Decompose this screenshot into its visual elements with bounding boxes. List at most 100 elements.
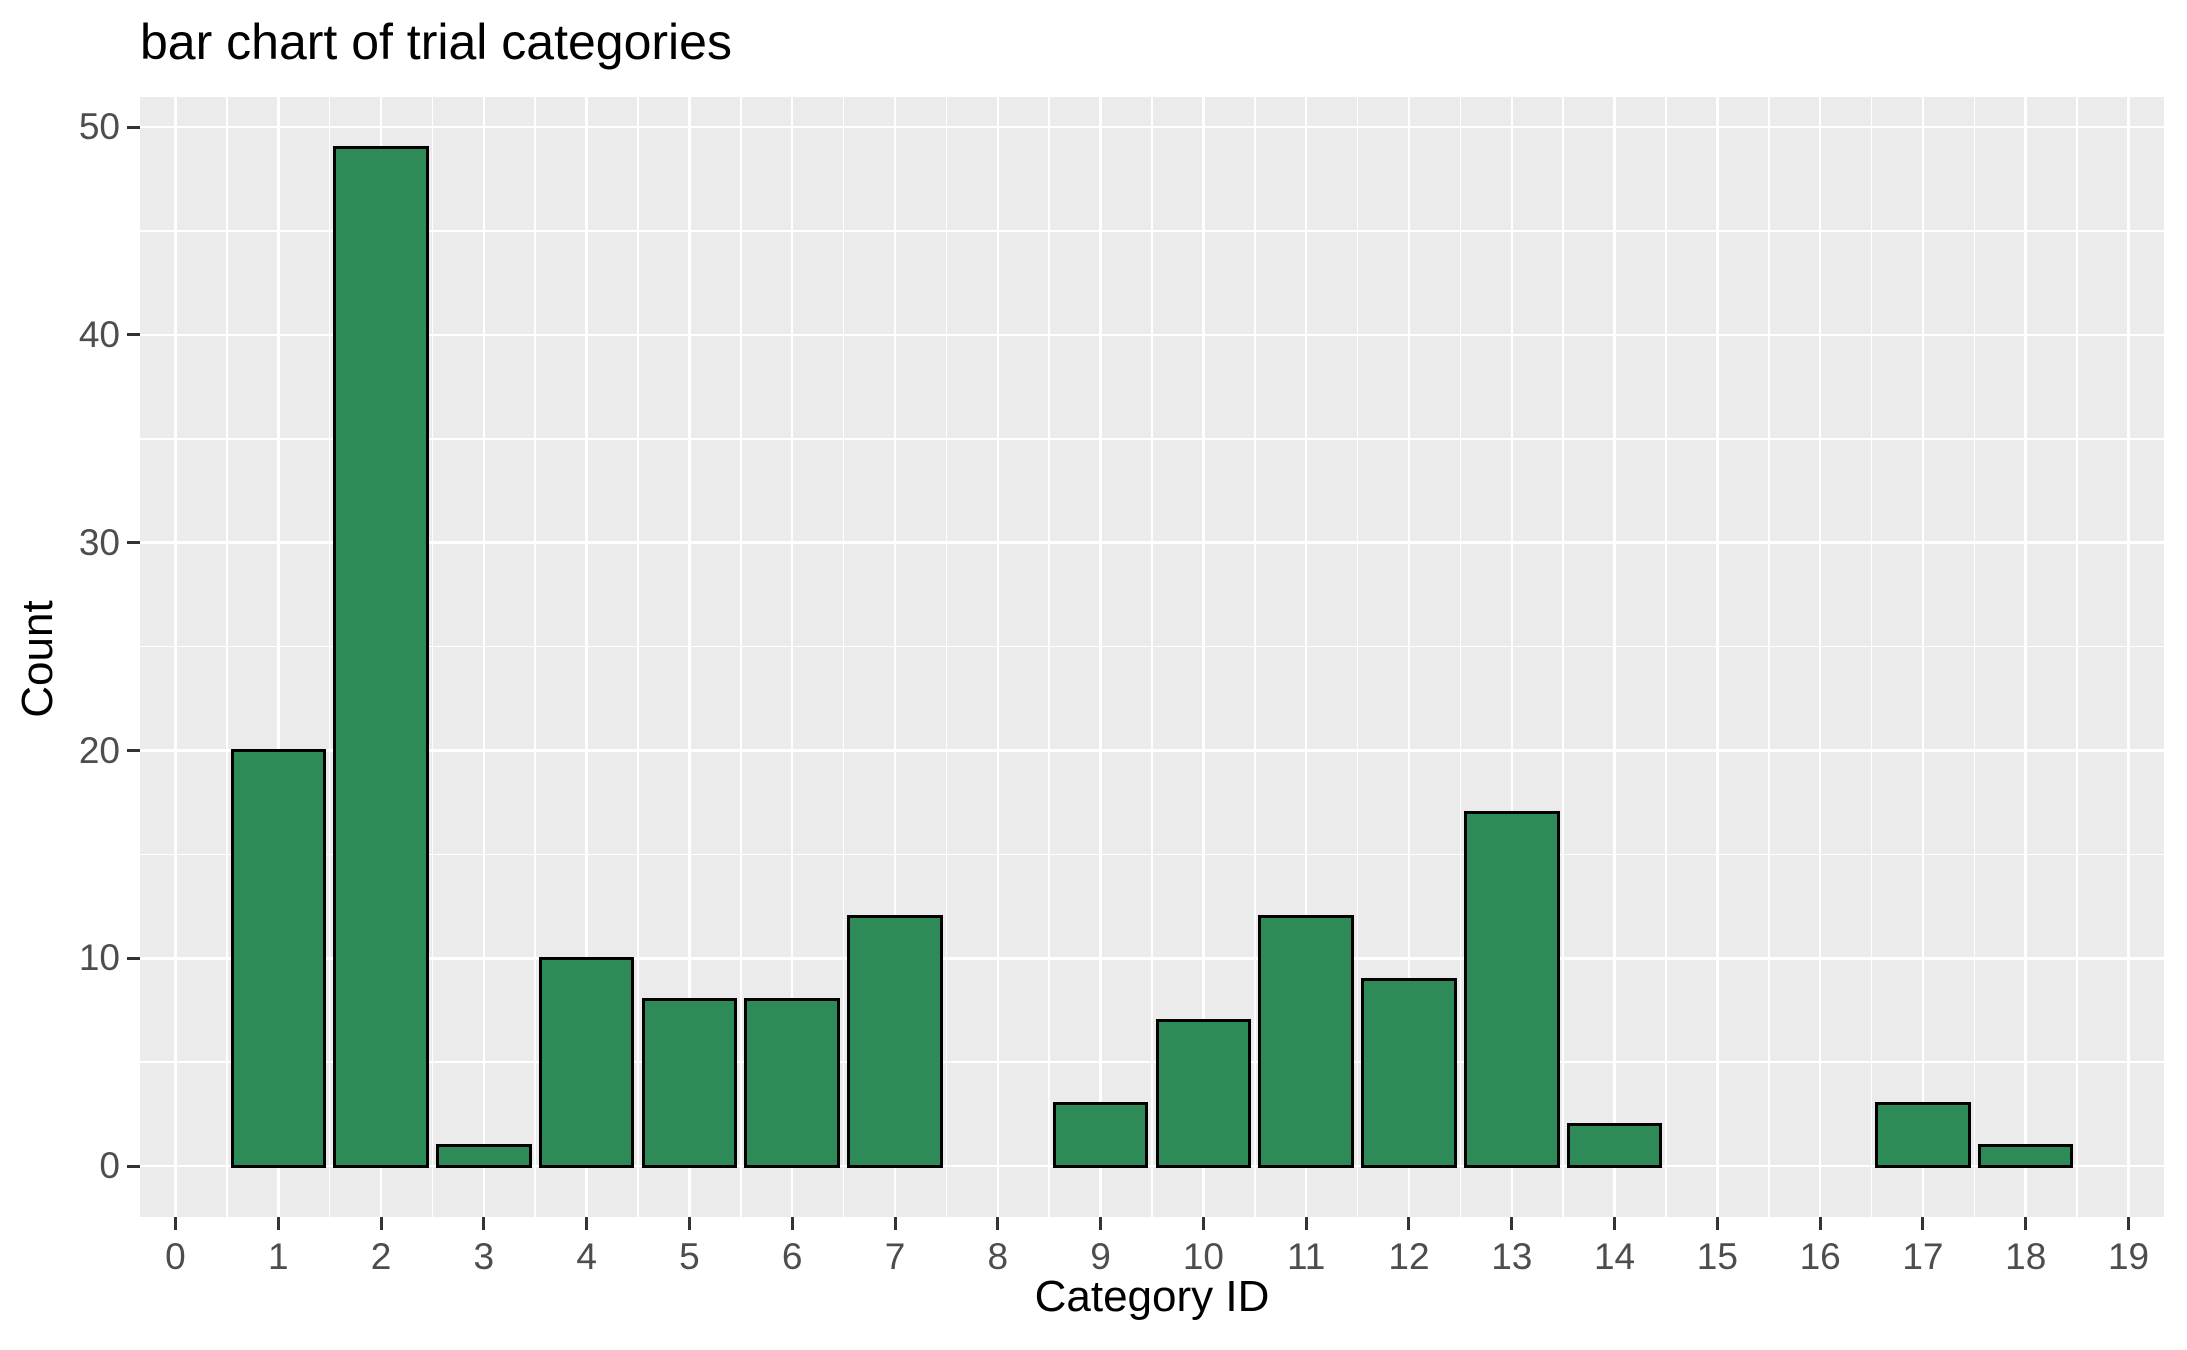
major-gridline-x-12 [1407,97,1411,1217]
y-tick-mark-40 [127,333,140,337]
minor-gridline-x-11.5 [1356,97,1359,1217]
bar-category-17 [1875,1102,1971,1168]
major-gridline-x-13 [1510,97,1514,1217]
x-tick-label-1: 1 [267,1236,289,1277]
major-gridline-x-14 [1613,97,1616,1217]
x-tick-mark-14 [1613,1217,1617,1230]
major-gridline-y-10 [140,957,2164,960]
x-tick-label-14: 14 [1593,1236,1636,1277]
y-tick-label-30: 30 [78,521,120,563]
major-gridline-x-3 [482,97,486,1217]
minor-gridline-x-18.5 [2076,97,2078,1217]
major-gridline-y-50 [140,125,2164,129]
major-gridline-x-9 [1099,97,1102,1217]
x-tick-mark-0 [173,1217,177,1230]
minor-gridline-x-15.5 [1768,97,1770,1217]
bar-category-12 [1361,977,1457,1168]
x-tick-mark-7 [893,1217,897,1230]
x-tick-mark-8 [996,1217,1000,1230]
y-tick-label-0: 0 [99,1145,120,1187]
bar-category-14 [1566,1123,1663,1168]
x-tick-mark-1 [276,1217,280,1230]
x-tick-label-12: 12 [1388,1236,1430,1277]
minor-gridline-x-13.5 [1562,97,1564,1217]
x-tick-label-2: 2 [370,1236,392,1277]
major-gridline-y-30 [140,541,2164,544]
x-tick-label-3: 3 [473,1236,495,1277]
bar-category-2 [333,146,429,1168]
x-tick-mark-16 [1818,1217,1822,1230]
major-gridline-x-4 [585,97,588,1217]
minor-gridline-x-9.5 [1151,97,1153,1217]
x-tick-label-17: 17 [1902,1236,1944,1277]
x-tick-label-11: 11 [1286,1236,1326,1277]
major-gridline-x-8 [996,97,1000,1217]
x-tick-label-18: 18 [2005,1236,2047,1277]
major-gridline-x-6 [790,97,794,1217]
minor-gridline-x-5.5 [740,97,742,1217]
x-tick-mark-17 [1921,1217,1925,1230]
minor-gridline-x-8.5 [1048,97,1050,1217]
x-tick-mark-15 [1715,1217,1719,1230]
major-gridline-x-7 [893,97,897,1217]
major-gridline-x-10 [1202,97,1205,1217]
bar-category-3 [436,1143,532,1168]
major-gridline-x-15 [1716,97,1719,1217]
major-gridline-x-11 [1304,97,1308,1217]
y-tick-mark-20 [127,749,140,752]
x-tick-mark-9 [1099,1217,1103,1230]
y-tick-mark-50 [127,125,140,129]
major-gridline-x-16 [1818,97,1822,1217]
x-tick-mark-12 [1407,1217,1411,1230]
y-tick-label-50: 50 [78,106,120,148]
x-axis-title: Category ID [1034,1272,1270,1321]
y-tick-mark-10 [127,956,140,960]
x-tick-label-19: 19 [2107,1236,2150,1277]
bar-category-5 [641,998,738,1168]
chart-title: bar chart of trial categories [140,14,732,70]
bar-category-4 [538,956,635,1168]
minor-gridline-x-17.5 [1973,97,1976,1217]
x-tick-mark-6 [790,1217,794,1230]
y-tick-label-40: 40 [78,313,120,355]
x-tick-label-8: 8 [987,1236,1009,1277]
bar-category-7 [847,915,943,1168]
x-tick-mark-3 [482,1217,486,1230]
minor-gridline-x-0.5 [226,97,228,1217]
minor-gridline-x-10.5 [1254,97,1256,1217]
minor-gridline-x-7.5 [945,97,948,1217]
major-gridline-x-5 [688,97,691,1217]
x-tick-mark-11 [1304,1217,1308,1230]
x-tick-label-13: 13 [1491,1236,1533,1277]
x-tick-mark-10 [1201,1217,1205,1230]
x-tick-label-7: 7 [884,1236,906,1277]
y-tick-label-20: 20 [78,729,120,771]
x-tick-label-4: 4 [576,1236,597,1277]
major-gridline-x-1 [277,97,280,1217]
y-tick-label-10: 10 [78,937,120,979]
x-tick-label-9: 9 [1090,1236,1111,1277]
x-tick-label-0: 0 [165,1236,186,1277]
bar-category-1 [230,749,326,1168]
x-tick-mark-18 [2024,1217,2028,1230]
major-gridline-y-0 [140,1164,2164,1168]
major-gridline-x-19 [2127,97,2130,1217]
bar-category-18 [1977,1143,2074,1168]
bar-category-11 [1258,915,1354,1168]
x-tick-label-5: 5 [679,1236,700,1277]
minor-gridline-x-6.5 [842,97,845,1217]
x-tick-label-15: 15 [1696,1236,1738,1277]
minor-gridline-x-16.5 [1870,97,1873,1217]
major-gridline-y-40 [140,333,2164,337]
bar-category-10 [1155,1019,1252,1168]
y-tick-mark-30 [127,541,140,545]
major-gridline-x-18 [2024,97,2027,1217]
minor-gridline-x-3.5 [534,97,536,1217]
x-tick-mark-5 [687,1217,691,1230]
x-tick-mark-19 [2127,1217,2131,1230]
x-tick-mark-13 [1510,1217,1514,1230]
minor-gridline-x-1.5 [328,97,331,1217]
x-tick-label-6: 6 [781,1236,803,1277]
bar-category-6 [744,998,840,1168]
